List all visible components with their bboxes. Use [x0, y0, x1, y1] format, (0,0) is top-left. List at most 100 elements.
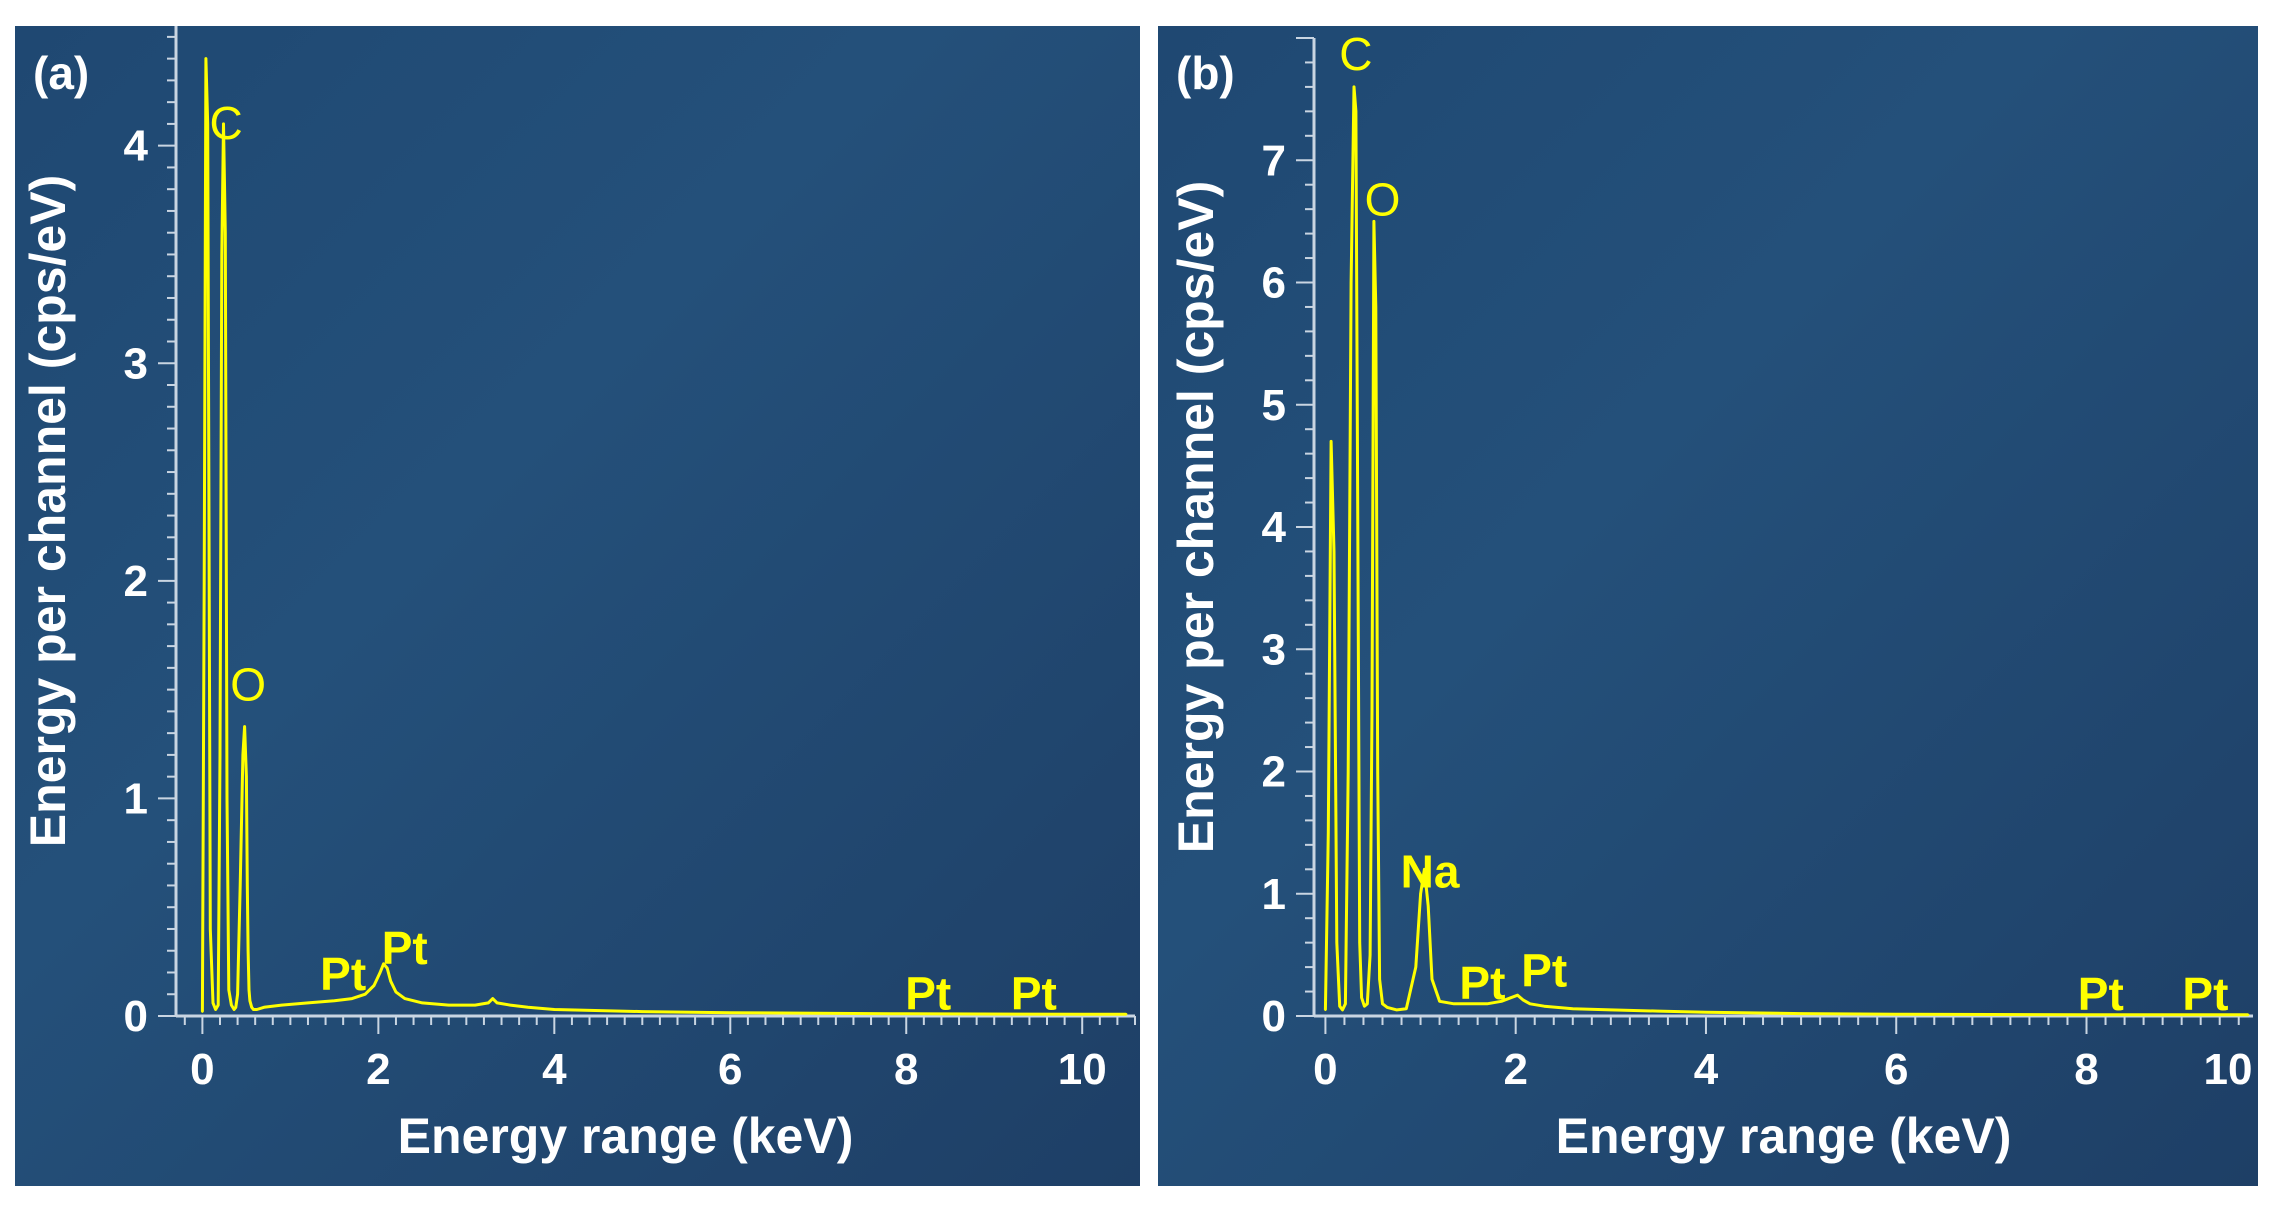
- data-point: [1324, 1008, 1327, 1012]
- peak-label: C: [210, 97, 243, 149]
- data-point: [230, 1003, 233, 1007]
- data-point: [241, 753, 245, 757]
- data-point: [509, 1003, 512, 1007]
- x-tick-label: 2: [1503, 1045, 1527, 1094]
- data-point: [1609, 1008, 1613, 1012]
- data-point: [1368, 953, 1372, 957]
- y-tick-label: 5: [1262, 381, 1286, 430]
- data-point: [250, 1006, 253, 1009]
- data-point: [247, 988, 251, 992]
- y-tick-label: 0: [1262, 992, 1286, 1041]
- data-point: [246, 949, 250, 952]
- data-point: [1349, 281, 1353, 284]
- data-point: [280, 1003, 283, 1007]
- data-point: [1571, 1007, 1574, 1010]
- data-point: [1344, 1002, 1347, 1005]
- data-point: [204, 57, 208, 60]
- y-tick-label: 6: [1262, 259, 1286, 308]
- data-point: [245, 775, 248, 778]
- data-point: [1374, 305, 1378, 309]
- data-point: [447, 1003, 450, 1007]
- chart-panel-a: 0 2 4 6 8 10 0 1 2 3 4 Energy range (keV) Energy per…: [15, 26, 1140, 1186]
- data-point: [526, 1006, 530, 1009]
- data-point: [1704, 1011, 1708, 1014]
- spectrum-line: [1323, 85, 2249, 1017]
- y-tick-label: 1: [1262, 870, 1286, 919]
- data-point: [232, 1008, 236, 1011]
- data-point: [211, 1001, 215, 1005]
- data-point: [1438, 1000, 1441, 1003]
- y-axis-title: Energy per channel (cps/eV): [20, 175, 76, 847]
- data-point: [421, 1001, 424, 1005]
- y-tick-label: 3: [124, 339, 148, 388]
- data-point: [1657, 1009, 1660, 1013]
- data-point: [220, 253, 223, 256]
- data-point: [1378, 978, 1381, 981]
- data-point: [1125, 1013, 1128, 1016]
- x-tick-label: 10: [1058, 1045, 1107, 1094]
- peak-label: Pt: [382, 922, 428, 974]
- data-point: [1528, 1002, 1532, 1005]
- peak-label: O: [230, 659, 266, 711]
- plot-background: [1158, 26, 2258, 1186]
- peak-label: Pt: [320, 948, 366, 1000]
- chart-panel-b: 0 2 4 6 8 10 0 1 2 3 4 5 6 7 Energy range (keV) Energy …: [1158, 26, 2258, 1186]
- data-point: [1327, 831, 1330, 834]
- data-point: [227, 988, 230, 992]
- data-point: [491, 997, 494, 1000]
- x-tick-label: 10: [2204, 1045, 2253, 1094]
- data-point: [1354, 110, 1358, 113]
- x-tick-label: 4: [542, 1045, 567, 1094]
- peak-label: C: [1339, 28, 1372, 80]
- peak-label: Pt: [1521, 945, 1567, 997]
- data-point: [209, 927, 212, 931]
- data-point: [201, 1010, 204, 1013]
- peak-label: Pt: [2182, 968, 2228, 1020]
- data-point: [1352, 85, 1356, 89]
- data-point: [218, 753, 222, 757]
- data-point: [1347, 770, 1350, 773]
- data-point: [1423, 868, 1426, 871]
- data-point: [385, 966, 389, 970]
- data-point: [1405, 1007, 1408, 1010]
- y-tick-label: 4: [1262, 503, 1287, 552]
- data-point: [1341, 1008, 1344, 1012]
- data-point: [641, 1010, 644, 1013]
- data-point: [239, 884, 242, 887]
- y-tick-label: 4: [124, 122, 149, 171]
- data-point: [262, 1006, 266, 1009]
- data-point: [495, 1001, 499, 1005]
- data-point: [1509, 996, 1513, 999]
- x-tick-label: 4: [1694, 1045, 1719, 1094]
- data-point: [1419, 892, 1422, 895]
- plot-background: [15, 26, 1140, 1186]
- data-point: [1485, 1002, 1489, 1005]
- data-point: [1430, 978, 1434, 981]
- data-point: [225, 797, 229, 800]
- data-point: [1081, 1013, 1084, 1016]
- data-point: [403, 997, 406, 1000]
- data-point: [1543, 1005, 1546, 1008]
- data-point: [1799, 1012, 1803, 1015]
- data-point: [1895, 1012, 1898, 1016]
- y-tick-label: 2: [124, 557, 148, 606]
- data-point: [350, 997, 354, 1000]
- data-point: [1395, 1008, 1398, 1012]
- data-point: [1358, 941, 1361, 944]
- data-point: [1332, 550, 1336, 553]
- data-point: [234, 1006, 238, 1009]
- data-point: [202, 579, 206, 583]
- data-point: [1522, 998, 1525, 1002]
- data-point: [487, 1001, 490, 1005]
- data-point: [1426, 904, 1430, 908]
- data-point: [246, 884, 249, 887]
- y-tick-label: 2: [1262, 748, 1286, 797]
- data-point: [1452, 1002, 1456, 1005]
- data-point: [224, 231, 227, 234]
- data-point: [1363, 1005, 1366, 1008]
- panel-label: (a): [33, 47, 90, 99]
- y-tick-label: 7: [1262, 136, 1286, 185]
- data-point: [1516, 994, 1519, 997]
- data-point: [214, 1008, 217, 1011]
- peak-label: O: [1365, 173, 1401, 225]
